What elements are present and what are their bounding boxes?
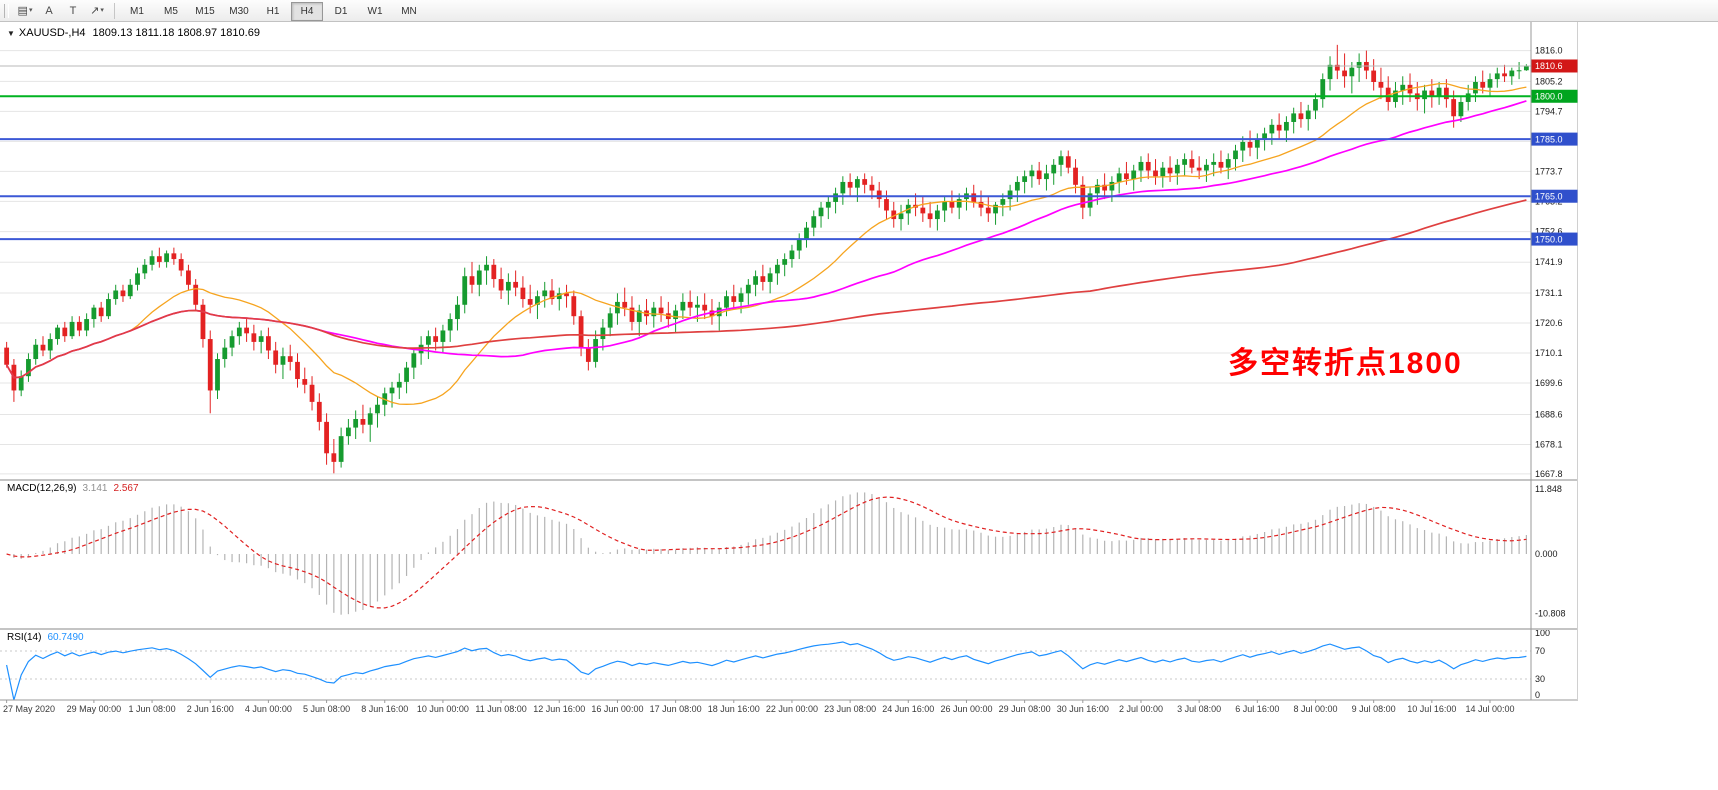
toolbar: ▤ ▾ A T ↗ ▾ M1 M5 M15 M30 H1 H4 D1 W1 MN	[0, 0, 1718, 22]
svg-text:23 Jun 08:00: 23 Jun 08:00	[824, 704, 876, 714]
macd-panel: 11.848 0.000 -10.808	[6, 484, 1566, 618]
svg-text:16 Jun 00:00: 16 Jun 00:00	[591, 704, 643, 714]
dropdown-caret-icon[interactable]: ▾	[100, 7, 104, 15]
svg-text:29 May 00:00: 29 May 00:00	[67, 704, 122, 714]
timeframe-button-M1[interactable]: M1	[130, 5, 144, 17]
svg-text:1678.1: 1678.1	[1535, 439, 1563, 449]
svg-text:17 Jun 08:00: 17 Jun 08:00	[650, 704, 702, 714]
timeframe-button-M5[interactable]: M5	[164, 5, 178, 17]
svg-text:9 Jul 08:00: 9 Jul 08:00	[1352, 704, 1396, 714]
svg-text:-10.808: -10.808	[1535, 608, 1566, 618]
macd-main-value: 3.141	[82, 483, 108, 494]
toolbar-grip[interactable]	[4, 3, 9, 18]
svg-text:1720.6: 1720.6	[1535, 318, 1563, 328]
svg-text:1773.7: 1773.7	[1535, 166, 1563, 176]
svg-text:5 Jun 08:00: 5 Jun 08:00	[303, 704, 350, 714]
svg-text:2 Jul 00:00: 2 Jul 00:00	[1119, 704, 1163, 714]
chart-window-icon[interactable]: ▤ ▾	[17, 4, 33, 17]
timeframe-button-W1[interactable]: W1	[367, 5, 383, 17]
svg-text:22 Jun 00:00: 22 Jun 00:00	[766, 704, 818, 714]
svg-text:30 Jun 16:00: 30 Jun 16:00	[1057, 704, 1109, 714]
svg-text:8 Jun 16:00: 8 Jun 16:00	[361, 704, 408, 714]
svg-text:3 Jul 08:00: 3 Jul 08:00	[1177, 704, 1221, 714]
svg-text:1710.1: 1710.1	[1535, 348, 1563, 358]
svg-text:1667.8: 1667.8	[1535, 469, 1563, 479]
macd-label: MACD(12,26,9) 3.141 2.567	[7, 483, 145, 494]
horizontal-lines	[0, 65, 1531, 241]
svg-text:6 Jul 16:00: 6 Jul 16:00	[1235, 704, 1279, 714]
moving-averages	[5, 82, 1527, 405]
svg-text:0: 0	[1535, 690, 1540, 700]
svg-text:8 Jul 00:00: 8 Jul 00:00	[1293, 704, 1337, 714]
svg-text:2 Jun 16:00: 2 Jun 16:00	[187, 704, 234, 714]
svg-text:30: 30	[1535, 674, 1545, 684]
timeframe-button-H1[interactable]: H1	[266, 5, 280, 17]
svg-text:100: 100	[1535, 628, 1550, 638]
svg-text:1810.6: 1810.6	[1535, 61, 1563, 71]
macd-signal-line	[6, 496, 1527, 609]
timeframe-button-MN[interactable]: MN	[401, 5, 417, 17]
template-tool-icon[interactable]: T	[69, 4, 77, 17]
svg-text:1741.9: 1741.9	[1535, 257, 1563, 267]
panel-divider[interactable]	[0, 479, 1578, 481]
svg-text:1805.2: 1805.2	[1535, 76, 1563, 86]
rsi-panel: 100 70 30 0	[0, 628, 1550, 701]
svg-text:1731.1: 1731.1	[1535, 288, 1563, 298]
price-badges: 1810.6 1800.0 1785.0 1765.0 1750.0	[1531, 59, 1578, 246]
panel-divider[interactable]	[0, 628, 1578, 630]
svg-text:1688.6: 1688.6	[1535, 409, 1563, 419]
svg-text:24 Jun 16:00: 24 Jun 16:00	[882, 704, 934, 714]
svg-text:70: 70	[1535, 646, 1545, 656]
svg-text:18 Jun 16:00: 18 Jun 16:00	[708, 704, 760, 714]
svg-text:10 Jul 16:00: 10 Jul 16:00	[1407, 704, 1456, 714]
svg-text:29 Jun 08:00: 29 Jun 08:00	[999, 704, 1051, 714]
svg-text:1800.0: 1800.0	[1535, 91, 1563, 101]
svg-text:10 Jun 00:00: 10 Jun 00:00	[417, 704, 469, 714]
toolbar-separator	[114, 2, 115, 19]
dropdown-caret-icon[interactable]: ▾	[28, 7, 33, 15]
svg-text:12 Jun 16:00: 12 Jun 16:00	[533, 704, 585, 714]
ohlc-values: 1809.13 1811.18 1808.97 1810.69	[92, 27, 260, 39]
collapse-arrow-icon[interactable]: ▼	[7, 28, 15, 38]
timeframe-button-M30[interactable]: M30	[229, 5, 249, 17]
timeframe-button-H4[interactable]: H4	[291, 1, 323, 21]
symbol-period-label: XAUUSD-,H4	[18, 27, 86, 39]
svg-text:26 Jun 00:00: 26 Jun 00:00	[940, 704, 992, 714]
ma-slow-red	[5, 199, 1527, 379]
chart-annotation: 多空转折点1800	[1228, 347, 1463, 380]
timeframe-button-group: M1 M5 M15 M30 H1 H4 D1 W1 MN	[120, 1, 426, 21]
candlestick-series	[4, 44, 1529, 474]
svg-text:11 Jun 08:00: 11 Jun 08:00	[475, 704, 526, 714]
svg-text:1794.7: 1794.7	[1535, 106, 1563, 116]
svg-text:11.848: 11.848	[1535, 484, 1562, 494]
svg-text:0.000: 0.000	[1535, 549, 1558, 559]
macd-signal-value: 2.567	[113, 483, 139, 494]
svg-text:1 Jun 08:00: 1 Jun 08:00	[129, 704, 176, 714]
svg-text:1752.6: 1752.6	[1535, 227, 1563, 237]
svg-text:1750.0: 1750.0	[1535, 234, 1563, 244]
svg-text:27 May 2020: 27 May 2020	[3, 704, 55, 714]
price-grid: 1816.01805.21794.71784.21773.71763.21752…	[0, 46, 1563, 479]
chart-canvas[interactable]: 1816.01805.21794.71784.21773.71763.21752…	[0, 22, 1578, 718]
toolbar-icon-group: ▤ ▾ A T ↗ ▾	[13, 0, 109, 21]
rsi-line	[6, 641, 1527, 701]
svg-text:1699.6: 1699.6	[1535, 378, 1563, 388]
drawing-tools-icon[interactable]: ↗ ▾	[90, 4, 104, 17]
timeframe-button-M15[interactable]: M15	[195, 5, 215, 17]
rsi-label: RSI(14) 60.7490	[7, 632, 90, 643]
rsi-value: 60.7490	[47, 632, 84, 643]
svg-text:1785.0: 1785.0	[1535, 134, 1563, 144]
svg-text:1816.0: 1816.0	[1535, 46, 1563, 56]
svg-text:4 Jun 00:00: 4 Jun 00:00	[245, 704, 292, 714]
macd-name: MACD(12,26,9)	[7, 483, 77, 494]
rsi-name: RSI(14)	[7, 632, 42, 643]
chart-header: ▼ XAUUSD-,H4 1809.13 1811.18 1808.97 1810.…	[7, 27, 260, 39]
svg-text:1765.0: 1765.0	[1535, 191, 1563, 201]
timeframe-button-D1[interactable]: D1	[334, 5, 348, 17]
text-label-tool-icon[interactable]: A	[45, 4, 53, 17]
time-axis: 27 May 2020 29 May 00:00 1 Jun 08:00 2 Jun …	[3, 700, 1515, 714]
svg-text:14 Jul 00:00: 14 Jul 00:00	[1465, 704, 1514, 714]
